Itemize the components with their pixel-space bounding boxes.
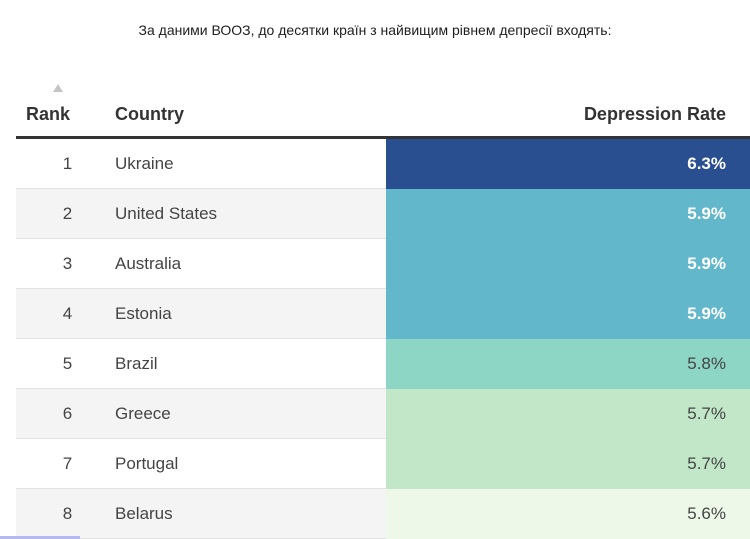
depression-rate-cell: 5.8% bbox=[386, 339, 750, 389]
table-row: 2 United States 5.9% bbox=[16, 189, 750, 239]
sort-ascending-icon[interactable] bbox=[53, 84, 63, 92]
country-cell: Portugal bbox=[115, 454, 179, 473]
rank-cell: 6 bbox=[62, 404, 73, 423]
rank-cell: 2 bbox=[62, 204, 73, 223]
table-row: 6 Greece 5.7% bbox=[16, 389, 750, 439]
table-row: 4 Estonia 5.9% bbox=[16, 289, 750, 339]
country-cell: Greece bbox=[115, 404, 171, 423]
table-row: 1 Ukraine 6.3% bbox=[16, 139, 750, 189]
country-cell: Australia bbox=[115, 254, 182, 273]
table-row: 8 Belarus 5.6% bbox=[16, 489, 750, 539]
rank-cell: 5 bbox=[62, 354, 73, 373]
rank-cell: 3 bbox=[62, 254, 73, 273]
table-body: 1 Ukraine 6.3% 2 United States 5.9% 3 Australia… bbox=[16, 139, 750, 539]
table-header: Rank Country Depression Rate bbox=[16, 92, 750, 139]
rank-cell: 4 bbox=[62, 304, 73, 323]
column-header-depression-rate[interactable]: Depression Rate bbox=[583, 104, 726, 124]
table-caption: За даними ВООЗ, до десятки країн з найви… bbox=[138, 22, 612, 38]
table-row: 3 Australia 5.9% bbox=[16, 239, 750, 289]
horizontal-scrollbar[interactable] bbox=[0, 536, 80, 539]
depression-rate-cell: 5.6% bbox=[386, 489, 750, 539]
country-cell: Brazil bbox=[115, 354, 158, 373]
country-cell: Belarus bbox=[115, 504, 173, 523]
depression-rate-cell: 5.9% bbox=[386, 189, 750, 239]
column-header-country[interactable]: Country bbox=[115, 104, 184, 124]
table-row: 5 Brazil 5.8% bbox=[16, 339, 750, 389]
column-header-rank[interactable]: Rank bbox=[26, 104, 71, 124]
depression-rate-cell: 5.9% bbox=[386, 289, 750, 339]
depression-rate-cell: 5.7% bbox=[386, 389, 750, 439]
rank-cell: 8 bbox=[62, 504, 73, 523]
depression-rate-cell: 5.9% bbox=[386, 239, 750, 289]
depression-rate-cell: 6.3% bbox=[386, 139, 750, 189]
country-cell: Ukraine bbox=[115, 154, 174, 173]
country-cell: Estonia bbox=[115, 304, 172, 323]
country-cell: United States bbox=[115, 204, 218, 223]
rank-cell: 7 bbox=[62, 454, 73, 473]
table-row: 7 Portugal 5.7% bbox=[16, 439, 750, 489]
rank-cell: 1 bbox=[62, 154, 73, 173]
depression-rate-cell: 5.7% bbox=[386, 439, 750, 489]
